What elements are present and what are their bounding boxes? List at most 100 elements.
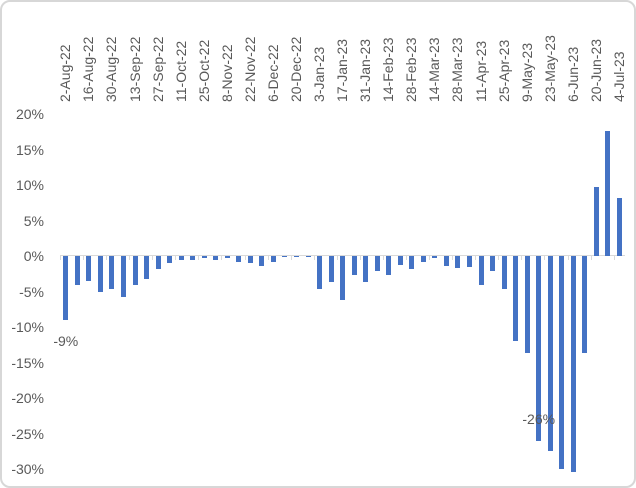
axis-tick-mark: [382, 254, 384, 260]
axis-tick-mark: [60, 254, 61, 260]
bar: [490, 256, 496, 271]
axis-tick-mark: [521, 254, 523, 260]
bar: [455, 256, 461, 269]
y-axis-label: -5%: [19, 283, 44, 300]
axis-tick-mark: [267, 254, 269, 260]
bar: [236, 256, 242, 262]
axis-tick-mark: [359, 254, 361, 260]
bar: [443, 256, 449, 266]
bar: [167, 256, 173, 264]
bar: [86, 256, 92, 281]
bar: [317, 256, 323, 290]
bar: [351, 256, 357, 276]
y-axis-label: 15%: [15, 141, 44, 158]
x-axis-label: 28-Feb-23: [403, 37, 420, 102]
axis-tick-mark: [613, 254, 615, 260]
bar: [363, 256, 369, 282]
x-axis-label: 4-Jul-23: [610, 51, 627, 102]
axis-tick-mark: [544, 254, 546, 260]
x-axis-label: 13-Sep-22: [126, 36, 143, 102]
bar: [282, 256, 288, 258]
x-axis-label: 11-Apr-23: [472, 40, 489, 102]
y-axis-label: -10%: [11, 319, 44, 335]
bar: [328, 256, 334, 282]
axis-tick-mark: [175, 254, 177, 260]
axis-tick-mark: [198, 254, 200, 260]
bar: [409, 256, 415, 270]
x-axis-label: 9-May-23: [518, 42, 535, 102]
bar: [224, 256, 230, 259]
axis-tick-mark: [83, 254, 85, 260]
bar: [178, 256, 184, 260]
axis-tick-mark: [313, 254, 315, 260]
bar: [120, 256, 126, 298]
bar: [74, 256, 80, 286]
bar: [397, 256, 403, 266]
bar: [213, 256, 219, 260]
x-axis-label: 6-Dec-22: [264, 44, 281, 102]
bar: [467, 256, 473, 267]
x-axis-label: 20-Jun-23: [587, 38, 604, 102]
bar: [582, 256, 588, 354]
bar: [536, 256, 542, 441]
axis-tick-mark: [429, 254, 431, 260]
axis-tick-mark: [106, 254, 108, 260]
x-axis-label: 11-Oct-22: [172, 40, 189, 102]
y-axis-label: -30%: [11, 461, 44, 477]
bar: [478, 256, 484, 286]
bar: [420, 256, 426, 262]
x-axis-label: 14-Mar-23: [426, 37, 443, 102]
bar: [190, 256, 196, 261]
axis-tick-mark: [498, 254, 500, 260]
axis-tick-mark: [567, 254, 569, 260]
y-axis-label: -25%: [11, 425, 44, 442]
data-label: -9%: [53, 332, 79, 349]
bar: [559, 256, 565, 469]
x-axis-label: 23-May-23: [541, 35, 558, 102]
bar: [547, 256, 553, 451]
bar: [593, 187, 599, 256]
x-axis-label: 20-Dec-22: [288, 36, 304, 102]
x-axis-label: 22-Nov-22: [241, 36, 258, 102]
bar: [63, 256, 69, 320]
bar: [374, 256, 380, 271]
x-axis-label: 25-Oct-22: [195, 39, 212, 102]
bar: [247, 256, 253, 264]
x-axis-label: 17-Jan-23: [334, 38, 351, 102]
axis-tick-mark: [152, 254, 154, 260]
bar: [513, 256, 519, 342]
axis-tick-mark: [244, 254, 246, 260]
axis-tick-mark: [221, 254, 223, 260]
x-axis-label: 25-Apr-23: [495, 39, 512, 102]
x-axis-label: 3-Jan-23: [311, 46, 328, 102]
axis-tick-mark: [290, 254, 292, 260]
x-axis-label: 31-Jan-23: [357, 38, 374, 102]
bar: [201, 256, 207, 259]
y-axis-label: 0%: [23, 248, 44, 264]
x-axis-label: 2-Aug-22: [57, 44, 74, 102]
axis-tick-mark: [590, 254, 592, 260]
bar: [501, 256, 507, 290]
bar: [305, 256, 311, 258]
bar: [109, 256, 115, 289]
bar: [97, 256, 103, 292]
x-axis-label: 30-Aug-22: [103, 36, 120, 102]
y-axis-label: 10%: [15, 177, 44, 193]
bar: [432, 256, 438, 259]
bar: [259, 256, 265, 266]
axis-tick-mark: [452, 254, 454, 260]
bar: [155, 256, 161, 269]
x-axis-label: 28-Mar-23: [449, 37, 466, 102]
axis-tick-mark: [475, 254, 477, 260]
x-axis-label: 6-Jun-23: [564, 46, 581, 102]
axis-tick-mark: [336, 254, 338, 260]
y-axis-label: -20%: [11, 390, 44, 406]
x-axis-label: 14-Feb-23: [380, 37, 397, 102]
bar: [605, 131, 611, 256]
bar: [386, 256, 392, 276]
axis-tick-mark: [129, 254, 131, 260]
y-axis-label: 5%: [23, 212, 44, 229]
bar: [132, 256, 138, 286]
bar: [144, 256, 150, 279]
